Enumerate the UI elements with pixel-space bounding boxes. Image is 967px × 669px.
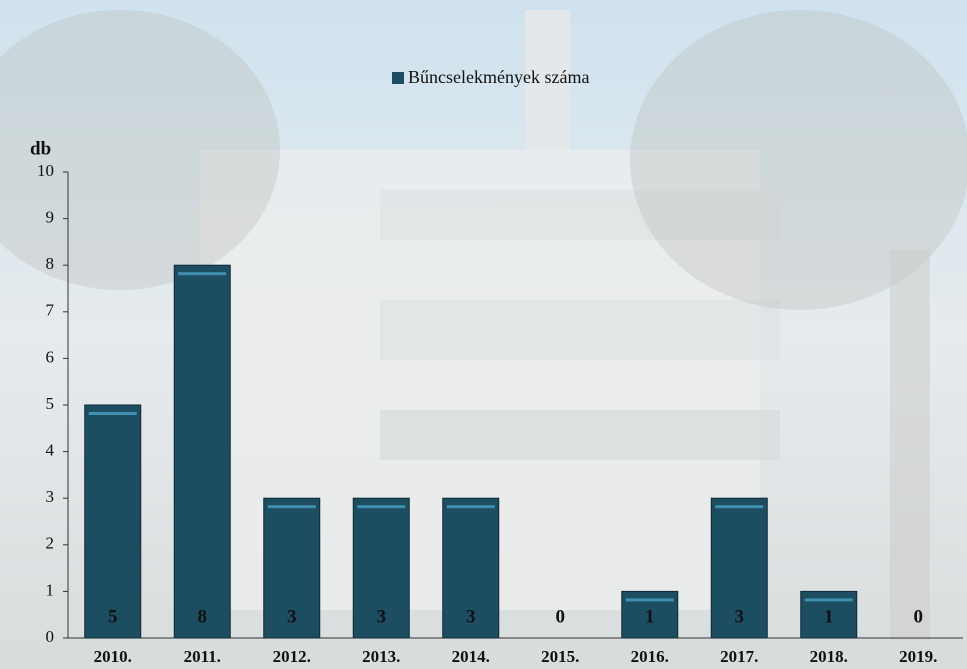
- y-tick-label: 2: [46, 534, 55, 553]
- value-label: 1: [645, 606, 655, 627]
- bar: [174, 265, 230, 638]
- x-tick-label: 2014.: [452, 647, 490, 666]
- bar-highlight: [178, 272, 226, 275]
- y-tick-label: 5: [46, 394, 55, 413]
- legend-swatch: [392, 72, 404, 84]
- bar-highlight: [268, 505, 316, 508]
- y-tick-label: 1: [46, 580, 55, 599]
- bar-highlight: [715, 505, 763, 508]
- bar-highlight: [626, 598, 674, 601]
- x-tick-label: 2015.: [541, 647, 579, 666]
- y-tick-label: 10: [37, 161, 54, 180]
- y-tick-label: 6: [46, 347, 55, 366]
- y-tick-label: 0: [46, 627, 55, 646]
- x-tick-label: 2013.: [362, 647, 400, 666]
- chart: Bűncselekmények száma db 012345678910201…: [0, 0, 967, 669]
- value-label: 0: [914, 606, 924, 627]
- y-tick-label: 4: [46, 441, 55, 460]
- y-tick-label: 7: [46, 301, 55, 320]
- legend-label: Bűncselekmények száma: [408, 67, 589, 87]
- y-tick-label: 3: [46, 487, 55, 506]
- value-label: 5: [108, 606, 118, 627]
- x-tick-label: 2011.: [184, 647, 221, 666]
- x-tick-label: 2010.: [94, 647, 132, 666]
- value-label: 1: [824, 606, 834, 627]
- bar-highlight: [447, 505, 495, 508]
- bar-highlight: [805, 598, 853, 601]
- page: {"chart_data": {"type": "bar", "y_label"…: [0, 0, 967, 669]
- value-label: 8: [198, 606, 208, 627]
- y-tick-label: 9: [46, 208, 55, 227]
- bar-highlight: [357, 505, 405, 508]
- bar: [85, 405, 141, 638]
- x-tick-label: 2019.: [899, 647, 937, 666]
- y-axis-label: db: [30, 138, 51, 159]
- x-tick-label: 2016.: [631, 647, 669, 666]
- value-label: 3: [377, 606, 387, 627]
- bar-highlight: [89, 412, 137, 415]
- value-label: 3: [466, 606, 476, 627]
- x-tick-label: 2012.: [273, 647, 311, 666]
- value-label: 0: [556, 606, 566, 627]
- value-label: 3: [735, 606, 745, 627]
- value-label: 3: [287, 606, 297, 627]
- x-tick-label: 2018.: [810, 647, 848, 666]
- x-tick-label: 2017.: [720, 647, 758, 666]
- y-tick-label: 8: [46, 254, 55, 273]
